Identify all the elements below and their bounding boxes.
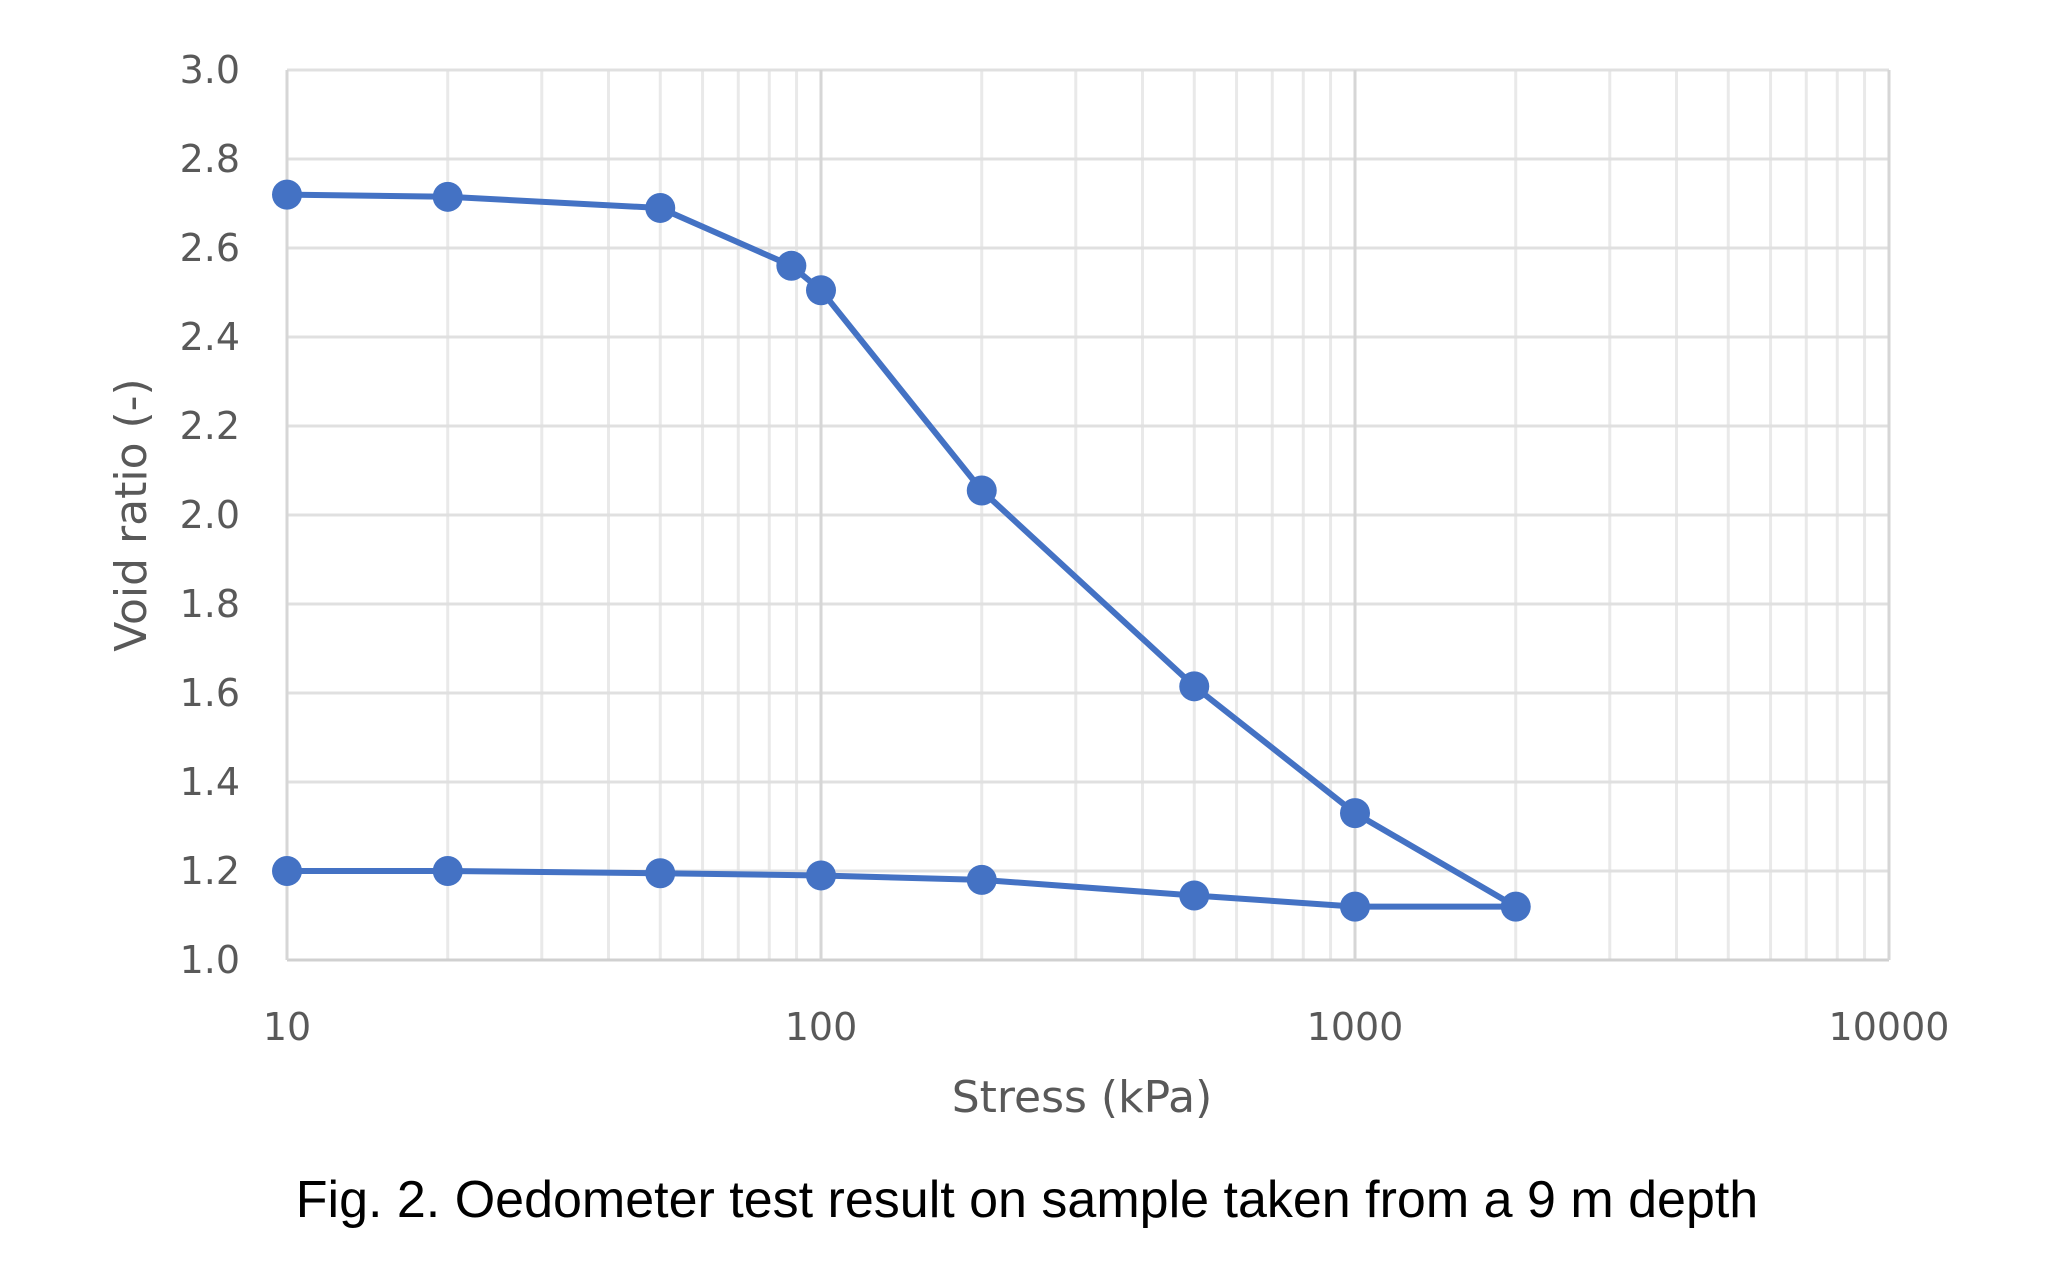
data-point (1179, 880, 1210, 911)
data-point (645, 192, 676, 223)
data-point (776, 250, 807, 281)
data-point (1500, 891, 1531, 922)
x-tick-label: 10000 (1829, 1005, 1950, 1049)
y-tick-label: 2.8 (180, 137, 240, 181)
x-tick-label: 1000 (1307, 1005, 1404, 1049)
series-layer (272, 179, 1531, 922)
data-point (272, 856, 302, 886)
y-axis-label: Void ratio (-) (106, 378, 157, 651)
data-point (806, 275, 836, 306)
data-point (432, 856, 463, 886)
y-tick-label: 2.6 (180, 226, 240, 270)
x-tick-label: 10 (263, 1005, 311, 1049)
x-tick-labels: 10 100 1000 10000 (263, 1005, 1950, 1049)
y-tick-label: 1.0 (180, 938, 240, 982)
x-tick-label: 100 (785, 1005, 858, 1049)
x-axis-label: Stress (kPa) (952, 1072, 1213, 1123)
y-tick-label: 3.0 (180, 48, 240, 92)
y-tick-label: 2.4 (180, 315, 240, 359)
data-point (1179, 671, 1210, 702)
data-point (1340, 798, 1370, 829)
data-point (806, 860, 836, 891)
data-point (272, 179, 302, 210)
data-point (1340, 891, 1370, 922)
series-line (286, 191, 1519, 910)
y-tick-label: 1.8 (180, 582, 240, 626)
data-point (966, 864, 997, 895)
data-point (432, 181, 463, 212)
data-point (645, 858, 676, 889)
data-point (966, 475, 997, 506)
y-tick-labels: 1.0 1.2 1.4 1.6 1.8 2.0 2.2 2.4 2.6 2.8 3.0 (180, 48, 240, 982)
figure-caption: Fig. 2. Oedometer test result on sample … (295, 1171, 1759, 1229)
y-tick-label: 2.0 (180, 493, 240, 537)
y-tick-label: 2.2 (180, 404, 240, 448)
y-tick-label: 1.6 (180, 671, 240, 715)
y-tick-label: 1.4 (180, 760, 240, 804)
y-tick-label: 1.2 (180, 849, 240, 893)
